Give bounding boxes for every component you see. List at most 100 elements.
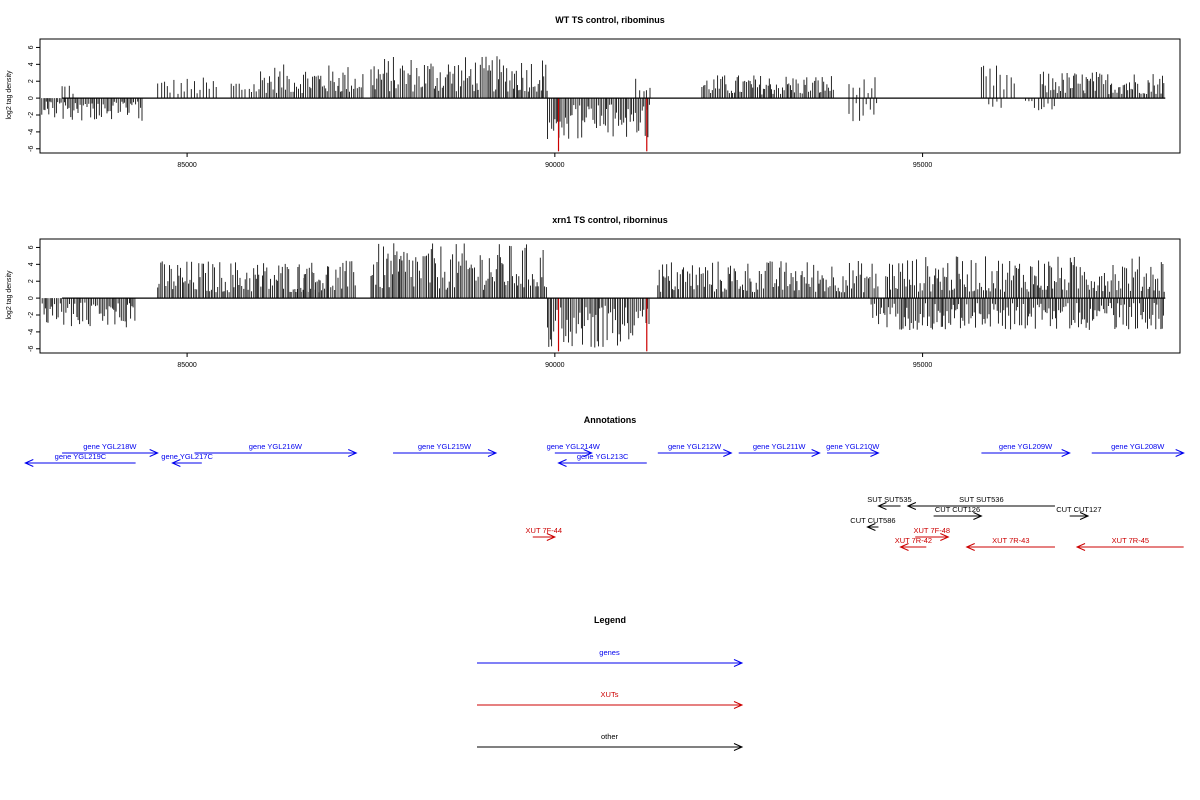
annotation-feature: SUT SUT535	[867, 495, 912, 510]
feature-arrow-head	[870, 449, 880, 457]
feature-arrow-head	[24, 459, 34, 467]
annotation-feature: XUT 7R-45	[1075, 536, 1184, 551]
annotation-feature: gene YGL214W	[547, 442, 601, 457]
feature-arrow-head	[940, 533, 950, 541]
feature-arrow-head	[546, 533, 557, 541]
feature-label: gene YGL215W	[418, 442, 472, 451]
xrn1-panel-x-axis: 85000 90000 95000	[177, 353, 932, 369]
annotation-feature: gene YGL219C	[24, 452, 136, 467]
legend-item: XUTs	[477, 690, 744, 709]
wt-panel-title: WT TS control, ribominus	[555, 15, 665, 25]
feature-arrow-head	[348, 449, 358, 457]
annotation-feature: gene YGL217C	[161, 452, 213, 467]
feature-label: XUT 7F-44	[526, 526, 563, 535]
annotation-feature: XUT 7R-43	[965, 536, 1055, 551]
feature-label: XUT 7F-48	[914, 526, 951, 535]
annotation-feature: gene YGL215W	[393, 442, 498, 457]
annotation-feature: XUT 7R-42	[895, 536, 932, 551]
xrn1-density-panel: xrn1 TS control, riborninus log2 tag den…	[6, 215, 1181, 369]
annotation-feature: gene YGL213C	[557, 452, 647, 467]
legend-item-label: XUTs	[601, 690, 619, 699]
y-tick-label: -6	[28, 146, 35, 152]
feature-label: XUT 7R-45	[1112, 536, 1149, 545]
y-tick-label: 4	[28, 262, 35, 266]
y-tick-label: -4	[28, 129, 35, 135]
wt-panel-x-axis: 85000 90000 95000	[177, 153, 932, 169]
wt-panel-bars	[39, 56, 1165, 152]
y-tick-label: 0	[28, 96, 35, 100]
feature-arrow-head	[965, 543, 975, 551]
feature-arrow-head	[733, 659, 744, 667]
annotation-feature: CUT CUT127	[1056, 505, 1102, 520]
legend: Legend genes XUTs other	[477, 615, 744, 751]
wt-density-panel: WT TS control, ribominus log2 tag densit…	[6, 15, 1181, 169]
y-tick-label: 0	[28, 296, 35, 300]
y-tick-label: -2	[28, 112, 35, 118]
feature-arrow-head	[723, 449, 733, 457]
legend-item-label: other	[601, 732, 619, 741]
feature-arrow-head	[487, 449, 498, 457]
xrn1-panel-title: xrn1 TS control, riborninus	[552, 215, 668, 225]
legend-item: other	[477, 732, 744, 751]
annotation-feature: gene YGL216W	[194, 442, 358, 457]
feature-label: CUT CUT127	[1056, 505, 1101, 514]
feature-arrow-head	[171, 459, 181, 467]
wt-panel-ylabel: log2 tag density	[6, 70, 13, 120]
feature-arrow-head	[149, 449, 159, 457]
legend-title: Legend	[594, 615, 626, 625]
feature-arrow-head	[811, 449, 821, 457]
annotation-feature: gene YGL209W	[981, 442, 1071, 457]
y-tick-label: 6	[28, 45, 35, 49]
y-tick-label: -2	[28, 312, 35, 318]
feature-arrow-head	[866, 523, 876, 531]
annotations-title: Annotations	[584, 415, 637, 425]
feature-label: gene YGL213C	[577, 452, 629, 461]
feature-arrow-head	[733, 701, 744, 709]
feature-label: CUT CUT126	[935, 505, 980, 514]
feature-arrow-head	[733, 743, 744, 751]
feature-label: XUT 7R-42	[895, 536, 932, 545]
feature-label: gene YGL219C	[55, 452, 107, 461]
feature-arrow-head	[973, 512, 983, 520]
x-tick-label: 95000	[913, 362, 933, 369]
feature-label: gene YGL216W	[249, 442, 303, 451]
annotation-feature: gene YGL208W	[1091, 442, 1185, 457]
x-tick-label: 95000	[913, 162, 933, 169]
feature-label: gene YGL214W	[547, 442, 601, 451]
feature-arrow-head	[906, 502, 917, 510]
y-tick-label: -4	[28, 329, 35, 335]
y-tick-label: -6	[28, 346, 35, 352]
feature-arrow-head	[557, 459, 567, 467]
feature-arrow-head	[899, 543, 909, 551]
feature-arrow-head	[1075, 543, 1086, 551]
feature-label: gene YGL211W	[753, 442, 807, 451]
feature-label: gene YGL208W	[1111, 442, 1165, 451]
feature-label: CUT CUT586	[850, 516, 895, 525]
feature-arrow-head	[1079, 512, 1090, 520]
x-tick-label: 90000	[545, 362, 565, 369]
legend-items: genes XUTs other	[477, 648, 744, 751]
y-tick-label: 2	[28, 79, 35, 83]
feature-label: gene YGL217C	[161, 452, 213, 461]
xrn1-panel-y-axis: -6 -4 -2 0 2 4 6	[28, 245, 40, 352]
annotation-feature: gene YGL212W	[657, 442, 733, 457]
annotation-feature: gene YGL218W	[62, 442, 159, 457]
wt-panel-y-axis: -6 -4 -2 0 2 4 6	[28, 45, 40, 152]
legend-item: genes	[477, 648, 744, 667]
feature-label: gene YGL209W	[999, 442, 1053, 451]
annotation-feature: XUT 7F-44	[526, 526, 563, 541]
xrn1-panel-bars	[39, 243, 1165, 352]
annotation-feature: SUT SUT536	[906, 495, 1055, 510]
feature-label: SUT SUT535	[867, 495, 911, 504]
annotation-feature: CUT CUT126	[933, 505, 983, 520]
feature-arrow-head	[1061, 449, 1071, 457]
wt-panel-frame	[39, 38, 1181, 154]
xrn1-panel-frame	[39, 238, 1181, 354]
legend-item-label: genes	[599, 648, 620, 657]
feature-label: gene YGL212W	[668, 442, 722, 451]
feature-label: gene YGL218W	[83, 442, 137, 451]
